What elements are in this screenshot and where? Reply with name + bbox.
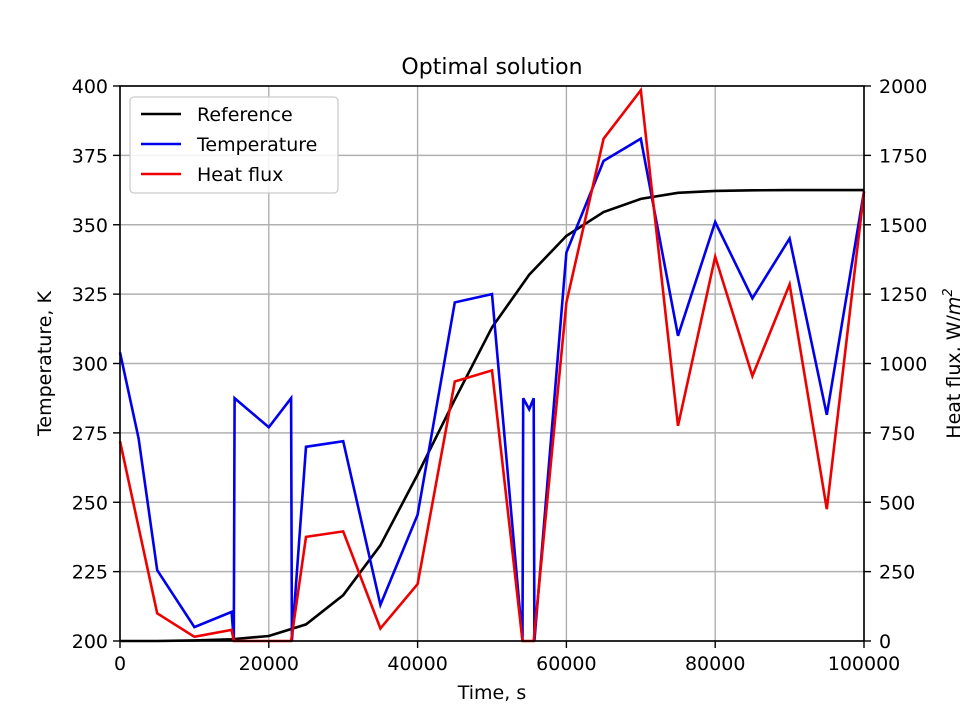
y-left-tick-label: 300 — [72, 354, 108, 376]
y-right-axis-ticks: 0 250 500 750 1000 1250 1500 1750 2000 — [864, 76, 927, 653]
legend: Reference Temperature Heat flux — [129, 96, 339, 194]
y-right-axis-label-prefix: Heat flux, W/ — [943, 314, 960, 438]
y-right-tick-label: 750 — [879, 423, 915, 445]
series-line-heat-flux — [118, 86, 866, 643]
x-axis-label: Time, s — [457, 682, 526, 704]
y-right-tick-label: 500 — [879, 492, 915, 514]
x-tick-label: 20000 — [239, 653, 299, 675]
y-left-tick-label: 225 — [72, 562, 108, 584]
y-right-axis-label: Heat flux, W/m2 — [941, 288, 960, 438]
x-tick-label: 80000 — [685, 653, 745, 675]
y-left-tick-label: 375 — [72, 145, 108, 167]
x-tick-label: 60000 — [536, 653, 596, 675]
y-right-tick-label: 1500 — [879, 215, 927, 237]
y-right-axis-label-exponent: 2 — [941, 288, 956, 296]
chart-title: Optimal solution — [401, 55, 582, 80]
series-lines — [118, 86, 866, 643]
y-right-tick-label: 0 — [879, 631, 891, 653]
x-tick-label: 40000 — [387, 653, 447, 675]
y-left-axis-ticks: 200 225 250 275 300 325 350 375 400 — [72, 76, 120, 653]
legend-label-heat-flux: Heat flux — [197, 164, 283, 186]
series-line-temperature — [118, 136, 866, 642]
y-right-tick-label: 1250 — [879, 284, 927, 306]
y-right-tick-label: 250 — [879, 562, 915, 584]
y-left-tick-label: 400 — [72, 76, 108, 98]
legend-label-reference: Reference — [197, 104, 293, 126]
y-right-tick-label: 2000 — [879, 76, 927, 98]
legend-box — [129, 96, 339, 194]
y-left-tick-label: 275 — [72, 423, 108, 445]
x-tick-label: 100000 — [828, 653, 901, 675]
y-left-tick-label: 325 — [72, 284, 108, 306]
y-right-tick-label: 1000 — [879, 354, 927, 376]
x-tick-label: 0 — [114, 653, 126, 675]
y-left-tick-label: 250 — [72, 492, 108, 514]
y-right-tick-label: 1750 — [879, 145, 927, 167]
y-right-axis-label-unit: m — [943, 297, 960, 316]
x-axis-ticks: 0 20000 40000 60000 80000 100000 — [114, 641, 900, 675]
series-line-reference — [120, 188, 864, 643]
y-left-tick-label: 350 — [72, 215, 108, 237]
y-left-axis-label: Temperature, K — [34, 291, 56, 437]
legend-label-temperature: Temperature — [196, 134, 317, 156]
y-left-tick-label: 200 — [72, 631, 108, 653]
